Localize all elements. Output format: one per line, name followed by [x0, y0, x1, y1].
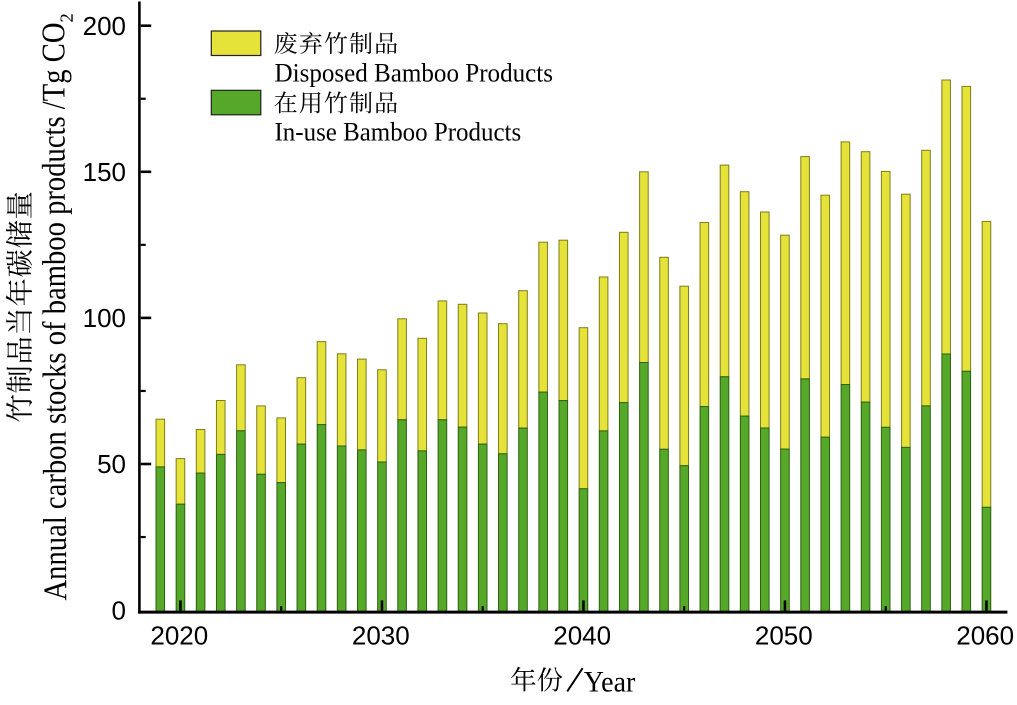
svg-text:0: 0 [112, 595, 126, 625]
svg-text:In-use Bamboo Products: In-use Bamboo Products [275, 117, 522, 146]
svg-text:Year: Year [584, 665, 636, 698]
svg-text:50: 50 [97, 449, 126, 479]
svg-text:Annual carbon stocks of bamboo: Annual carbon stocks of bamboo products … [36, 13, 80, 600]
svg-text:2060: 2060 [956, 621, 1014, 651]
svg-text:Disposed Bamboo Products: Disposed Bamboo Products [275, 59, 554, 88]
svg-text:2040: 2040 [553, 621, 611, 651]
svg-text:150: 150 [83, 157, 126, 187]
svg-text:2030: 2030 [352, 621, 410, 651]
svg-text:200: 200 [83, 11, 126, 41]
svg-text:2020: 2020 [150, 621, 208, 651]
svg-text:100: 100 [83, 303, 126, 333]
svg-text:2050: 2050 [755, 621, 813, 651]
